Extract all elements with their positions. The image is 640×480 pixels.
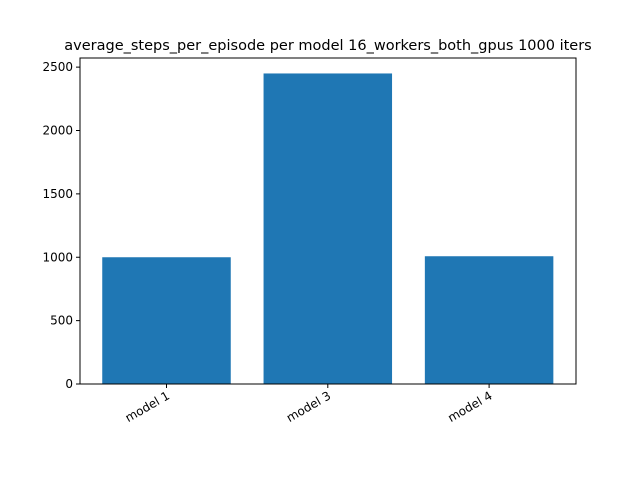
y-tick-label: 2500 [42,60,73,74]
bar-model-4 [424,256,554,384]
y-tick-label: 0 [65,377,73,391]
plot-frame [79,57,577,385]
x-tick-label: model 1 [123,388,172,425]
y-tick-label: 500 [50,314,73,328]
chart-title: average_steps_per_episode per model 16_w… [64,38,591,54]
x-tick-label: model 4 [445,388,494,425]
y-tick-label: 2000 [42,124,73,138]
bars-group [102,73,554,385]
x-axis: model 1 model 3 model 4 [123,384,495,425]
bar-model-3 [263,73,393,385]
bar-model-1 [102,257,231,384]
y-axis: 0 500 1000 1500 2000 2500 [42,60,80,391]
x-tick-label: model 3 [284,388,333,425]
y-tick-label: 1500 [42,187,73,201]
y-tick-label: 1000 [42,250,73,264]
